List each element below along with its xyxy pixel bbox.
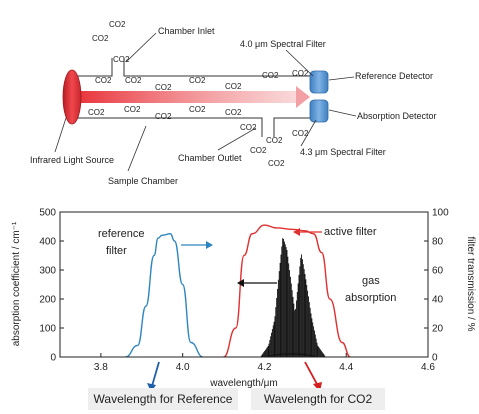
co2-label: CO2: [240, 123, 257, 132]
x-tick-label: 4.6: [421, 362, 435, 373]
chart-curves: [125, 224, 351, 357]
label-filter-40: 4.0 μm Spectral Filter: [240, 39, 326, 49]
y-left-tick-label: 500: [39, 208, 56, 219]
arrow-to-reference-caption: [151, 361, 160, 387]
arrowhead-active-filter: [293, 228, 300, 236]
label-chamber-outlet: Chamber Outlet: [178, 153, 242, 163]
y-right-tick-label: 0: [432, 353, 438, 364]
infrared-light-source: [62, 69, 82, 125]
x-tick-label: 3.8: [94, 362, 108, 373]
leader-filter-43: [300, 119, 317, 147]
co2-label: CO2: [155, 112, 172, 121]
leader-chamber-inlet: [125, 32, 157, 63]
ir-beam-arrowhead: [296, 86, 310, 108]
reference-filter-curve: [125, 233, 204, 357]
chart-ticks: 3.8 4.0 4.2 4.4 4.60100200300400500020406080…: [39, 208, 449, 374]
gas-absorption-spectrum: [260, 238, 327, 357]
y-right-axis-label: filter transmission / %: [465, 236, 476, 331]
annotation-reference-filter-2: filter: [106, 245, 127, 257]
co2-label: CO2: [109, 20, 126, 29]
co2-label: CO2: [155, 83, 172, 92]
leader-sample-chamber: [127, 125, 147, 172]
co2-label: CO2: [292, 129, 309, 138]
reference-detector: [309, 70, 329, 94]
leader-filter-40: [285, 49, 314, 77]
annotation-gas-1: gas: [362, 275, 380, 287]
y-left-tick-label: 200: [39, 295, 56, 306]
co2-label: CO2: [225, 108, 242, 117]
spectrum-chart: 3.8 4.0 4.2 4.4 4.60100200300400500020406080…: [11, 208, 476, 392]
absorption-baseline-band: [264, 353, 318, 357]
y-right-tick-label: 60: [432, 266, 444, 277]
leader-chamber-outlet: [217, 127, 257, 151]
leader-absorption-detector: [328, 109, 357, 117]
y-right-tick-label: 80: [432, 237, 444, 248]
ir-beam: [76, 91, 298, 103]
co2-label: CO2: [266, 136, 283, 145]
x-tick-label: 4.2: [257, 362, 271, 373]
co2-label: CO2: [225, 82, 242, 91]
co2-label: CO2: [125, 76, 142, 85]
y-left-tick-label: 300: [39, 266, 56, 277]
label-filter-43: 4.3 μm Spectral Filter: [300, 147, 386, 157]
label-infrared-source: Infrared Light Source: [30, 155, 114, 165]
active-filter-curve: [223, 224, 351, 357]
caption-reference-wavelength: Wavelength for Reference: [88, 388, 238, 410]
y-left-tick-label: 0: [50, 353, 56, 364]
co2-label: CO2: [250, 146, 267, 155]
y-right-tick-label: 20: [432, 324, 444, 335]
absorption-detector: [309, 99, 329, 123]
co2-label: CO2: [268, 159, 285, 168]
leader-reference-detector: [328, 76, 355, 81]
label-absorption-detector: Absorption Detector: [357, 111, 437, 121]
leader-infrared-source: [54, 117, 67, 153]
x-axis-label: wavelength/μm: [209, 378, 277, 389]
chamber-top-wall: [72, 58, 318, 77]
co2-label: CO2: [92, 34, 109, 43]
arrowhead-gas-absorption: [237, 279, 244, 287]
plot-frame: [59, 211, 429, 358]
label-sample-chamber: Sample Chamber: [108, 176, 178, 186]
label-chamber-inlet: Chamber Inlet: [158, 26, 215, 36]
co2-label: CO2: [113, 55, 130, 64]
y-left-tick-label: 100: [39, 324, 56, 335]
chamber-bottom-wall: [72, 117, 318, 137]
x-tick-label: 4.4: [339, 362, 353, 373]
label-reference-detector: Reference Detector: [355, 71, 433, 81]
co2-label: CO2: [88, 108, 105, 117]
co2-label: CO2: [189, 76, 206, 85]
arrowhead-reference-filter: [206, 241, 213, 249]
arrowhead-to-reference-caption: [147, 383, 156, 392]
y-left-tick-label: 400: [39, 237, 56, 248]
leader-lines: [54, 32, 357, 172]
annotation-active-filter: active filter: [324, 226, 377, 238]
co2-label: CO2: [189, 105, 206, 114]
co2-label: CO2: [95, 76, 112, 85]
annotation-gas-2: absorption: [345, 292, 396, 304]
co2-label: CO2: [292, 69, 309, 78]
annotation-reference-filter-1: reference: [98, 228, 144, 240]
x-tick-label: 4.0: [176, 362, 190, 373]
y-right-tick-label: 40: [432, 295, 444, 306]
caption-co2-wavelength: Wavelength for CO2: [251, 388, 385, 410]
y-left-axis-label: absorption coefficient / cm⁻¹: [11, 221, 22, 346]
co2-label: CO2: [124, 105, 141, 114]
sample-chamber-walls: [72, 58, 318, 137]
co2-label: CO2: [262, 71, 279, 80]
y-right-tick-label: 100: [432, 208, 449, 219]
arrow-to-co2-caption: [304, 361, 319, 387]
